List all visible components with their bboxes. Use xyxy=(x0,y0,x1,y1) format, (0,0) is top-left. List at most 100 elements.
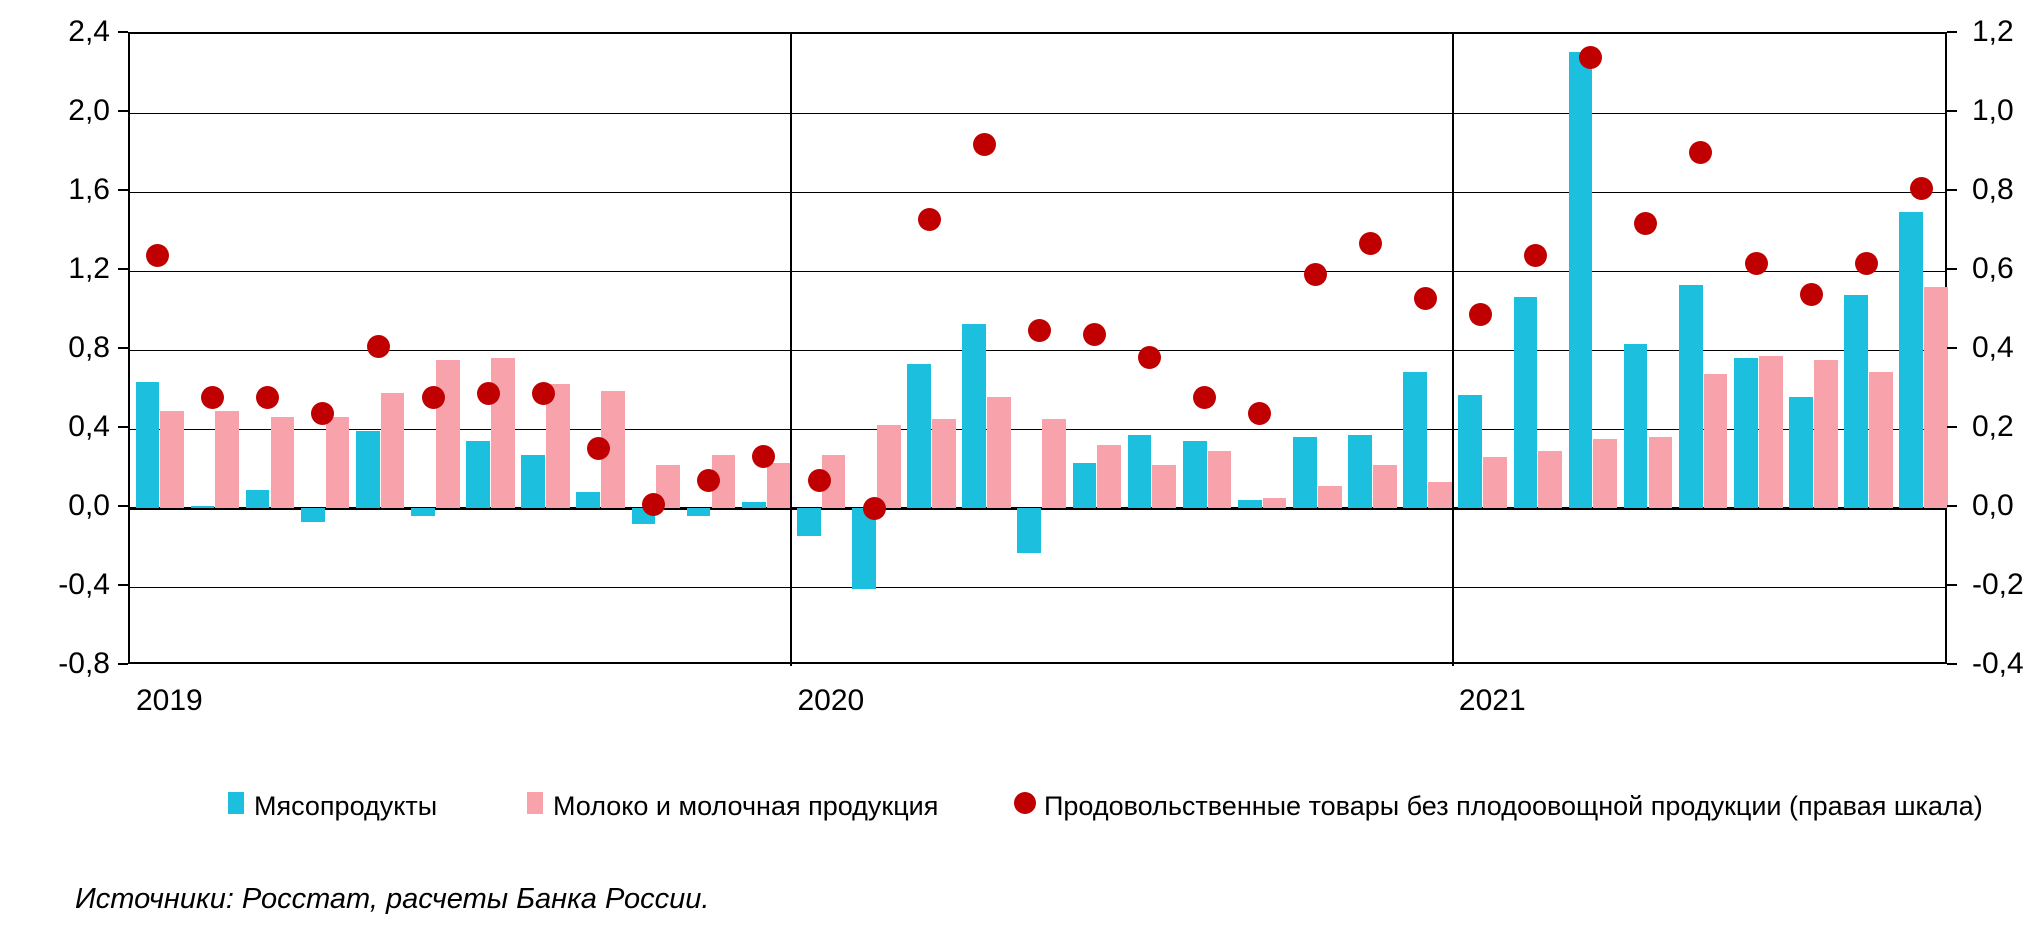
food-data-point xyxy=(862,496,886,520)
bar-milk xyxy=(1262,498,1287,508)
right-axis-tick-label: 0,8 xyxy=(1972,173,2014,206)
food-data-point xyxy=(1689,141,1713,164)
bar-meat xyxy=(1072,462,1097,508)
bar-meat xyxy=(355,430,380,508)
right-axis-tick xyxy=(1947,584,1957,586)
bar-milk xyxy=(1593,438,1618,508)
bar-milk xyxy=(435,359,460,508)
left-axis-tick-label: 1,2 xyxy=(68,252,110,285)
bar-milk xyxy=(215,411,240,508)
bar-meat xyxy=(1734,357,1758,508)
milk-legend-swatch xyxy=(527,792,543,814)
bar-meat xyxy=(1182,440,1207,508)
food-data-point xyxy=(256,385,280,409)
left-axis-tick xyxy=(118,189,128,191)
x-axis-year-label: 2020 xyxy=(797,684,865,717)
right-axis-tick-label: 0,4 xyxy=(1972,331,2014,364)
left-axis-tick-label: 0,0 xyxy=(68,489,110,522)
right-axis-tick-label: 1,0 xyxy=(1972,94,2014,127)
bar-meat xyxy=(1293,436,1317,508)
left-axis-tick-label: -0,8 xyxy=(58,647,110,680)
right-axis-tick-label: 1,2 xyxy=(1972,15,2014,48)
food-data-point xyxy=(1083,322,1107,346)
bar-meat xyxy=(576,492,601,508)
food-data-point xyxy=(476,381,500,405)
legend-item-food: Продовольственные товары без плодоовощно… xyxy=(1014,786,2014,826)
food-data-point xyxy=(366,334,390,358)
food-data-point xyxy=(311,401,335,425)
right-axis-tick xyxy=(1947,110,1957,112)
food-data-point xyxy=(421,385,445,409)
bar-milk xyxy=(601,391,625,508)
food-data-point xyxy=(1854,251,1878,275)
food-legend-dot xyxy=(1014,792,1036,814)
food-data-point xyxy=(146,243,170,267)
food-data-point xyxy=(587,437,611,461)
left-axis-tick xyxy=(118,268,128,270)
right-axis-tick xyxy=(1947,31,1957,33)
bar-milk xyxy=(1538,450,1563,508)
left-axis-tick xyxy=(118,584,128,586)
bar-milk xyxy=(987,397,1011,508)
bar-meat xyxy=(1017,508,1042,554)
bar-milk xyxy=(491,357,515,508)
bar-milk xyxy=(1869,371,1893,508)
bar-milk xyxy=(1648,436,1673,508)
food-data-point xyxy=(201,385,225,409)
bar-meat xyxy=(1127,434,1152,508)
bar-meat xyxy=(1568,51,1593,508)
left-axis-tick-label: 2,0 xyxy=(68,94,110,127)
right-axis-tick xyxy=(1947,189,1957,191)
food-data-point xyxy=(1193,385,1217,409)
food-data-point xyxy=(1138,346,1162,370)
bar-meat xyxy=(741,502,766,508)
legend: Мясопродукты Молоко и молочная продукция… xyxy=(0,786,2038,826)
food-data-point xyxy=(972,133,996,157)
bar-milk xyxy=(711,454,736,508)
right-axis-tick-label: -0,4 xyxy=(1972,647,2024,680)
year-separator-line xyxy=(790,34,793,666)
legend-item-milk: Молоко и молочная продукция xyxy=(527,786,987,826)
food-data-point xyxy=(1413,287,1437,311)
bar-meat xyxy=(686,508,711,516)
bar-milk xyxy=(380,393,405,508)
bar-meat xyxy=(796,508,821,536)
legend-label-milk: Молоко и молочная продукция xyxy=(553,791,939,821)
food-data-point xyxy=(917,208,941,232)
bar-meat xyxy=(466,440,490,508)
bar-milk xyxy=(1703,373,1728,508)
gridline xyxy=(130,191,1945,193)
food-data-point xyxy=(752,445,776,469)
legend-label-meat: Мясопродукты xyxy=(254,791,438,821)
left-axis-tick-label: -0,4 xyxy=(58,568,110,601)
bar-meat xyxy=(1348,434,1372,508)
bar-meat xyxy=(1844,294,1868,508)
right-axis-tick xyxy=(1947,268,1957,270)
bar-milk xyxy=(1372,464,1397,508)
bar-meat xyxy=(1899,211,1924,508)
left-axis-tick xyxy=(118,663,128,665)
bar-meat xyxy=(411,508,435,516)
legend-item-meat: Мясопродукты xyxy=(228,786,488,826)
food-data-point xyxy=(1028,318,1051,342)
left-axis-tick xyxy=(118,426,128,428)
food-data-point xyxy=(1909,176,1933,200)
bar-meat xyxy=(521,454,546,508)
bar-milk xyxy=(766,462,791,508)
plot-area xyxy=(128,32,1948,666)
bar-meat xyxy=(962,324,987,508)
bar-milk xyxy=(1317,486,1342,508)
food-data-point xyxy=(697,468,721,492)
bar-meat xyxy=(1458,395,1483,508)
year-separator-line xyxy=(1451,34,1454,666)
bar-milk xyxy=(1758,355,1783,508)
bar-milk xyxy=(1207,450,1232,508)
food-data-point xyxy=(1634,212,1658,236)
right-axis-tick-label: 0,0 xyxy=(1972,489,2014,522)
source-note: Источники: Росстат, расчеты Банка России… xyxy=(75,883,710,915)
left-axis-tick xyxy=(118,347,128,349)
left-axis-tick-label: 0,4 xyxy=(68,410,110,443)
food-data-point xyxy=(1468,302,1492,326)
bar-milk xyxy=(876,425,901,508)
x-axis-year-label: 2021 xyxy=(1458,684,1526,717)
